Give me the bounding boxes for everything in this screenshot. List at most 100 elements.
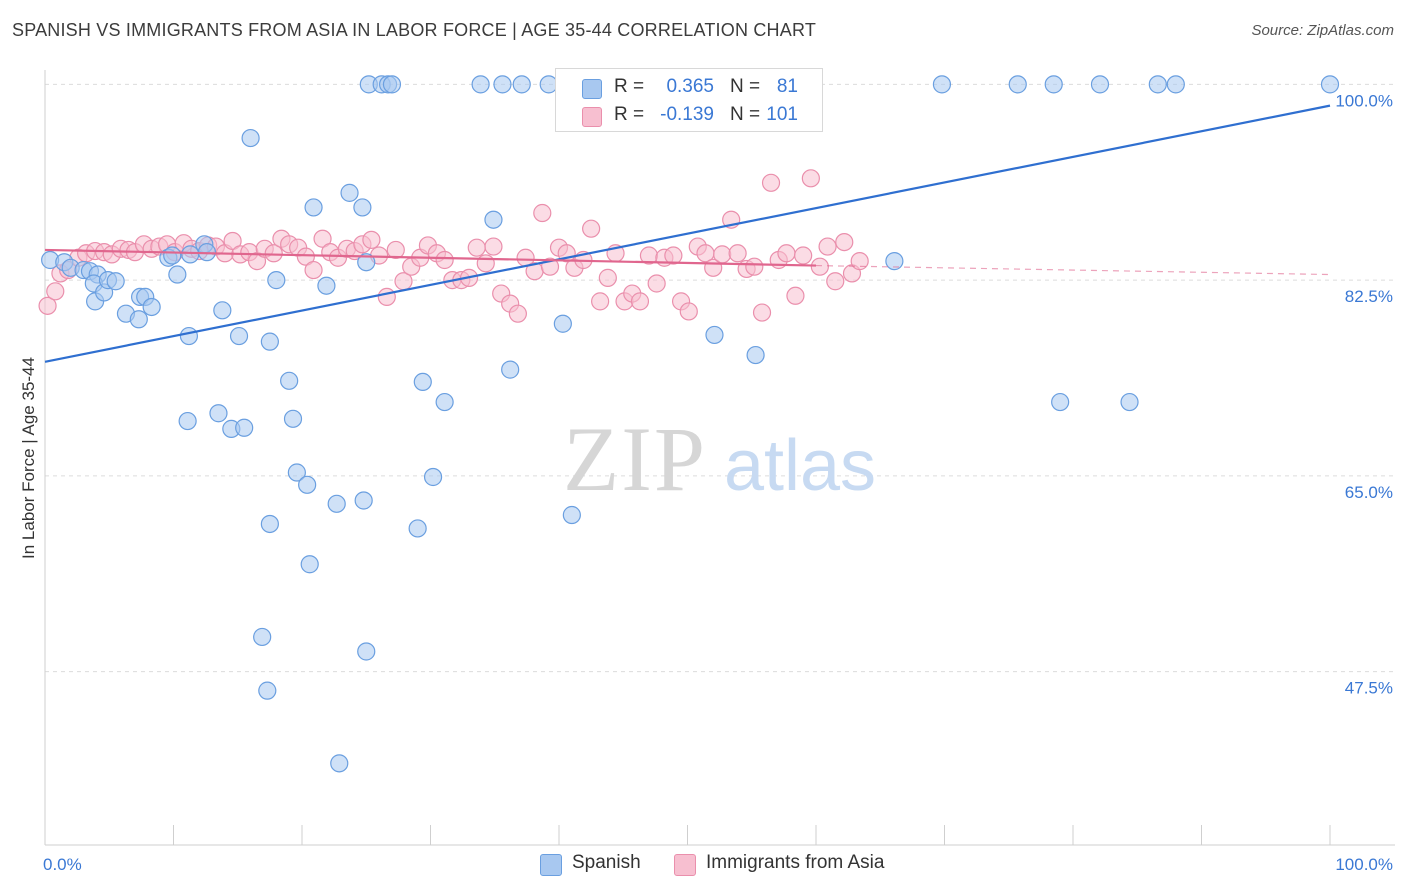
data-point (377, 287, 396, 306)
data-point (705, 325, 724, 345)
data-point (354, 491, 373, 510)
data-point (553, 314, 572, 333)
data-point (786, 286, 805, 305)
data-point (679, 302, 698, 321)
data-point (835, 232, 854, 252)
data-point (258, 681, 277, 700)
data-point (38, 296, 57, 315)
data-point (423, 467, 443, 487)
legend-r-label: R = (614, 104, 645, 125)
data-point (317, 276, 336, 295)
data-point (229, 326, 249, 346)
data-point (1051, 392, 1070, 412)
legend-n-value: 101 (766, 104, 798, 125)
data-point (287, 463, 306, 482)
data-point (484, 210, 503, 229)
data-point (413, 372, 432, 392)
series-spanish (41, 75, 1340, 773)
data-point (664, 246, 683, 265)
data-point (562, 505, 581, 525)
data-point (253, 627, 272, 647)
y-tick-label: 47.5% (1345, 679, 1393, 698)
legend-n-value: 81 (776, 76, 798, 97)
legend-swatch-asia (582, 107, 602, 127)
data-point (932, 75, 952, 94)
data-point (1008, 75, 1027, 94)
y-tick-label: 82.5% (1345, 287, 1393, 306)
data-point (313, 229, 332, 248)
data-point (630, 292, 650, 311)
x-tick-label: 0.0% (43, 855, 82, 874)
data-point (168, 265, 187, 284)
legend-r-value: -0.139 (660, 104, 714, 125)
data-point (260, 514, 279, 534)
data-point (129, 310, 148, 329)
grid-lines (45, 83, 1395, 673)
trend-lines (44, 104, 1331, 363)
legend-row-spanish: R = 0.365 N = 81 (556, 73, 822, 101)
data-point (213, 301, 232, 320)
data-point (777, 244, 796, 263)
data-point (267, 271, 286, 290)
data-point (476, 254, 495, 273)
data-point (850, 252, 869, 271)
data-point (327, 494, 346, 513)
bottom-legend-label-asia: Immigrants from Asia (706, 852, 885, 873)
data-point (280, 371, 299, 390)
trend-line (44, 104, 1331, 363)
data-point (582, 219, 601, 238)
data-point (235, 418, 254, 437)
data-point (357, 253, 376, 272)
axes (44, 70, 1395, 846)
data-point (435, 250, 454, 270)
correlation-legend: R = 0.365 N = 81 R = -0.139 N = 101 (555, 68, 823, 132)
legend-r-label: R = (614, 76, 645, 97)
data-point (501, 360, 520, 379)
data-point (300, 555, 319, 574)
data-point (209, 404, 228, 423)
legend-r-value: 0.365 (666, 76, 714, 97)
data-point (1120, 392, 1139, 412)
data-point (508, 304, 527, 323)
series-immigrants-from-asia (38, 169, 869, 323)
data-point (752, 303, 772, 322)
watermark-zip: ZIP (563, 408, 707, 510)
data-point (493, 75, 512, 94)
data-point (179, 326, 199, 346)
data-point (533, 203, 552, 223)
data-point (746, 345, 765, 365)
data-point (304, 198, 323, 217)
data-point (178, 411, 197, 431)
data-point (467, 238, 486, 257)
legend-swatch-spanish (582, 79, 602, 99)
x-tick-label: 100.0% (1335, 855, 1393, 874)
data-point (591, 292, 610, 311)
bottom-legend-swatch-spanish (540, 854, 562, 876)
bottom-legend-swatch-asia (674, 854, 696, 876)
data-point (471, 75, 490, 94)
data-point (647, 274, 666, 293)
data-point (304, 260, 323, 280)
data-point (298, 475, 317, 494)
data-point (362, 230, 381, 249)
data-point (728, 244, 747, 263)
data-point (745, 257, 764, 276)
data-point (826, 272, 845, 291)
data-point (885, 252, 904, 271)
data-point (163, 246, 182, 265)
data-point (46, 282, 65, 301)
data-point (357, 642, 376, 661)
data-point (598, 268, 617, 287)
data-point (264, 244, 283, 263)
data-point (1090, 75, 1110, 94)
data-point (382, 75, 402, 94)
trend-line-extension (815, 264, 1331, 276)
data-point (223, 231, 242, 251)
bottom-legend-label-spanish: Spanish (572, 852, 641, 873)
tick-labels: 100.0% 82.5% 65.0% 47.5% 0.0% 100.0% (43, 91, 1393, 874)
data-point (484, 237, 503, 256)
data-point (296, 247, 315, 266)
data-point (106, 272, 125, 291)
legend-n-label: N = (730, 76, 761, 97)
